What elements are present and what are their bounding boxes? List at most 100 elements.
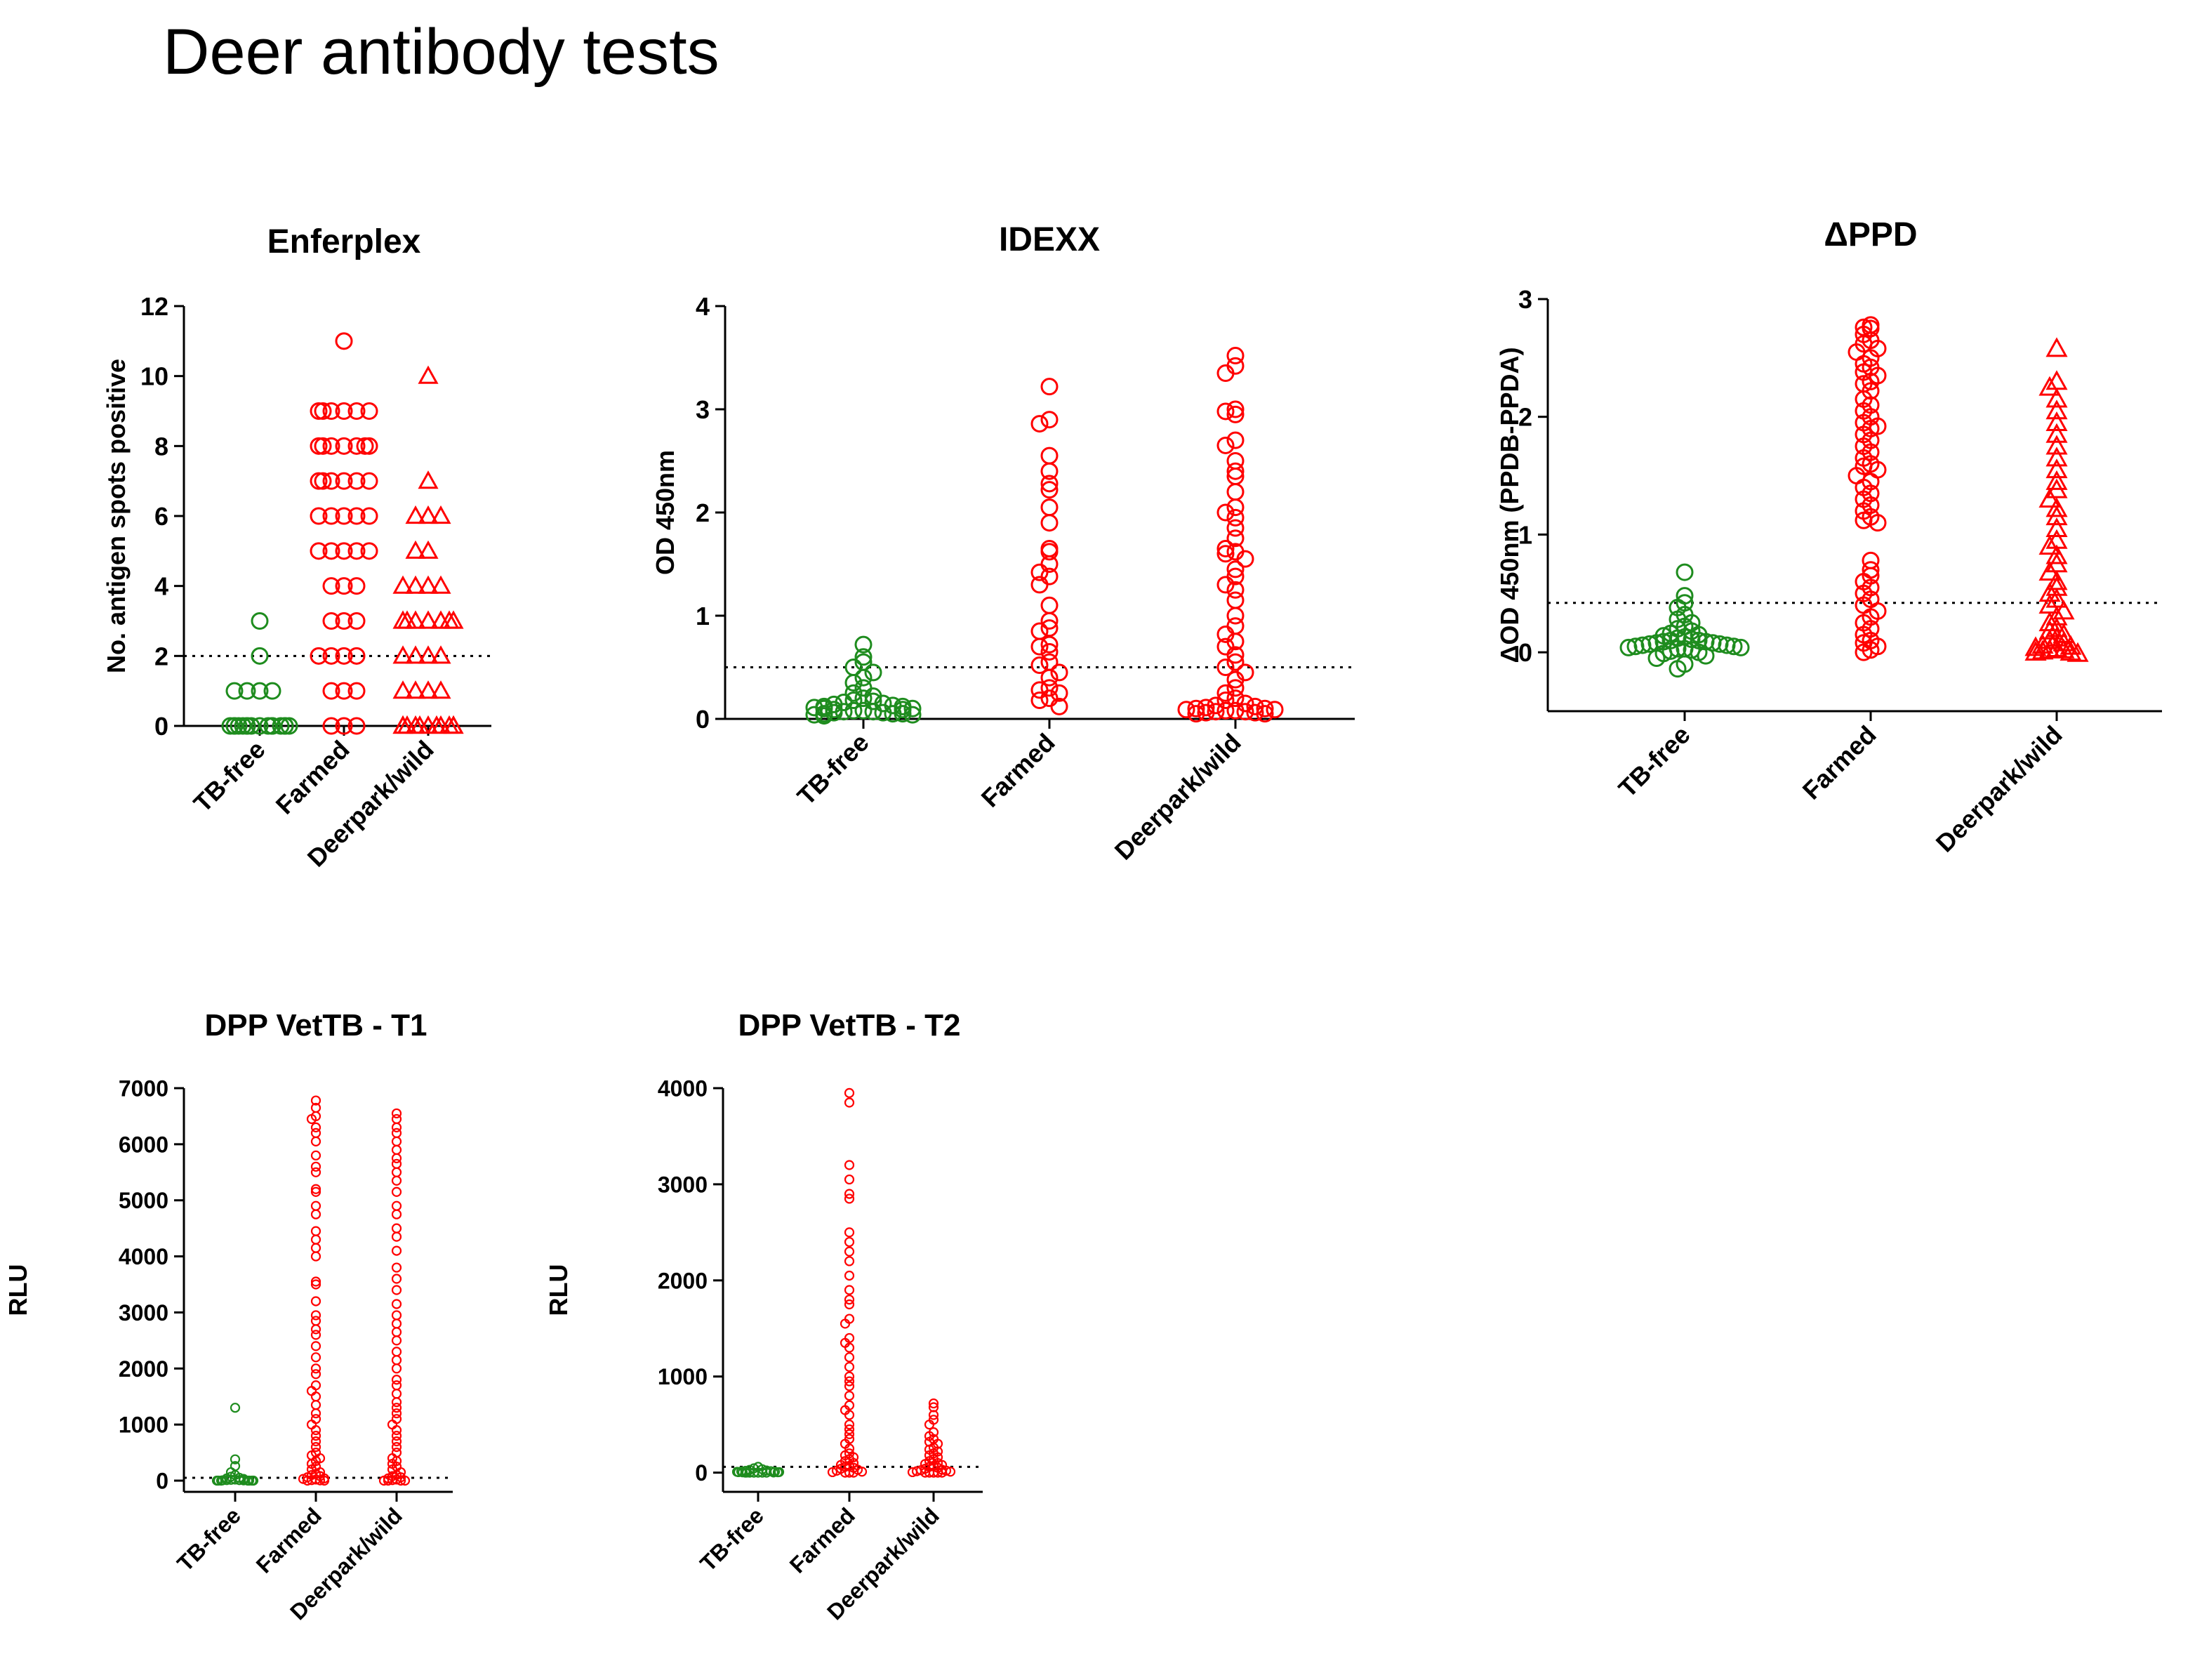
- y-tick-label: 7000: [119, 1076, 168, 1102]
- y-tick-label: 2: [696, 498, 710, 527]
- data-point: [844, 1087, 855, 1098]
- data-point: [405, 645, 426, 664]
- data-point: [215, 1475, 227, 1486]
- data-point: [347, 472, 366, 490]
- data-point: [1040, 611, 1059, 630]
- data-point: [335, 577, 353, 595]
- series-farmed: [310, 332, 378, 735]
- data-point: [844, 1352, 855, 1363]
- data-point: [276, 717, 294, 735]
- data-point: [805, 706, 823, 724]
- data-point: [844, 1371, 855, 1382]
- data-point: [1040, 543, 1059, 561]
- data-point: [430, 645, 451, 664]
- slide-title: Deer antibody tests: [163, 16, 719, 88]
- y-axis-label: RLU: [544, 1264, 573, 1316]
- data-point: [1855, 643, 1873, 661]
- data-point: [835, 703, 853, 721]
- data-point: [347, 542, 366, 560]
- data-point: [211, 1475, 223, 1486]
- data-point: [2045, 497, 2068, 517]
- data-point: [1226, 653, 1245, 671]
- data-point: [2045, 478, 2068, 498]
- data-point: [391, 1245, 402, 1256]
- data-point: [2038, 535, 2061, 555]
- data-point: [391, 1153, 402, 1163]
- data-point: [310, 402, 328, 420]
- data-point: [1626, 637, 1645, 656]
- series-farmed: [1848, 316, 1887, 661]
- data-point: [418, 540, 439, 559]
- data-point: [391, 1397, 402, 1408]
- data-point: [1226, 581, 1245, 599]
- series-farmed: [827, 1087, 868, 1478]
- data-point: [335, 437, 353, 455]
- data-point: [335, 472, 353, 490]
- data-point: [391, 1299, 402, 1309]
- data-point: [430, 680, 451, 699]
- data-point: [1216, 659, 1235, 676]
- series-deerpark-wild: [378, 1108, 411, 1486]
- data-point: [844, 1299, 855, 1310]
- data-point: [1207, 703, 1225, 721]
- data-point: [335, 402, 353, 420]
- data-point: [347, 647, 366, 665]
- data-point: [302, 1475, 313, 1486]
- data-point: [825, 703, 843, 722]
- data-point: [418, 610, 439, 629]
- data-point: [1050, 684, 1068, 702]
- data-point: [418, 680, 439, 699]
- data-point: [230, 1454, 241, 1464]
- y-tick-label: 2: [1518, 403, 1532, 432]
- data-point: [1256, 705, 1274, 723]
- data-point: [395, 1475, 406, 1486]
- data-point: [310, 1296, 321, 1307]
- data-point: [2045, 458, 2068, 479]
- chart-title: DPP VetTB - T1: [204, 1008, 427, 1043]
- data-point: [844, 1097, 855, 1108]
- data-point: [360, 507, 378, 525]
- data-point: [844, 1342, 855, 1353]
- data-point: [251, 717, 269, 735]
- data-point: [310, 1186, 321, 1197]
- data-point: [391, 1408, 402, 1419]
- data-point: [225, 717, 244, 735]
- data-point: [1226, 701, 1245, 720]
- data-point: [1177, 701, 1195, 719]
- y-tick-label: 0: [154, 712, 168, 741]
- data-point: [251, 647, 269, 665]
- data-point: [310, 1425, 321, 1436]
- y-tick-label: 4: [696, 292, 710, 321]
- data-point: [2045, 447, 2068, 467]
- data-point: [1226, 498, 1245, 517]
- data-point: [391, 1436, 402, 1447]
- data-point: [310, 1369, 321, 1380]
- data-point: [1669, 660, 1687, 678]
- data-point: [280, 717, 298, 735]
- data-point: [1197, 703, 1215, 722]
- data-point: [903, 699, 922, 717]
- data-point: [418, 365, 439, 384]
- data-point: [1216, 545, 1235, 563]
- data-point: [844, 692, 863, 710]
- data-point: [409, 715, 430, 734]
- data-point: [844, 1420, 855, 1430]
- data-point: [844, 1193, 855, 1204]
- y-axis-label: OD 450nm: [651, 450, 679, 575]
- data-point: [1862, 641, 1880, 659]
- series-tb-free: [1619, 563, 1750, 678]
- data-point: [310, 472, 328, 490]
- data-point: [844, 1256, 855, 1266]
- data-point: [335, 507, 353, 525]
- y-tick-label: 0: [695, 1460, 708, 1486]
- data-point: [391, 1209, 402, 1219]
- series-deerpark-wild: [907, 1398, 956, 1478]
- data-point: [310, 1251, 321, 1262]
- data-point: [310, 1136, 321, 1146]
- data-point: [259, 717, 277, 735]
- data-point: [322, 402, 340, 420]
- series-farmed: [298, 1095, 330, 1486]
- data-point: [347, 437, 366, 455]
- data-point: [347, 682, 366, 700]
